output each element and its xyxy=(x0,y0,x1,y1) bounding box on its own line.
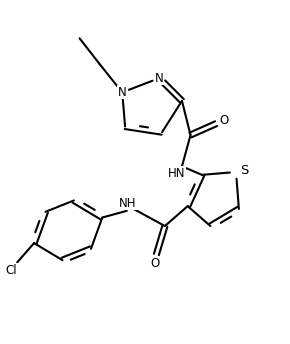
Text: O: O xyxy=(150,257,160,269)
Text: Cl: Cl xyxy=(6,264,17,277)
Text: O: O xyxy=(220,114,229,127)
Text: NH: NH xyxy=(119,197,137,210)
Text: HN: HN xyxy=(168,167,185,180)
Text: S: S xyxy=(240,164,248,177)
Text: N: N xyxy=(118,86,127,99)
Text: N: N xyxy=(155,72,164,85)
